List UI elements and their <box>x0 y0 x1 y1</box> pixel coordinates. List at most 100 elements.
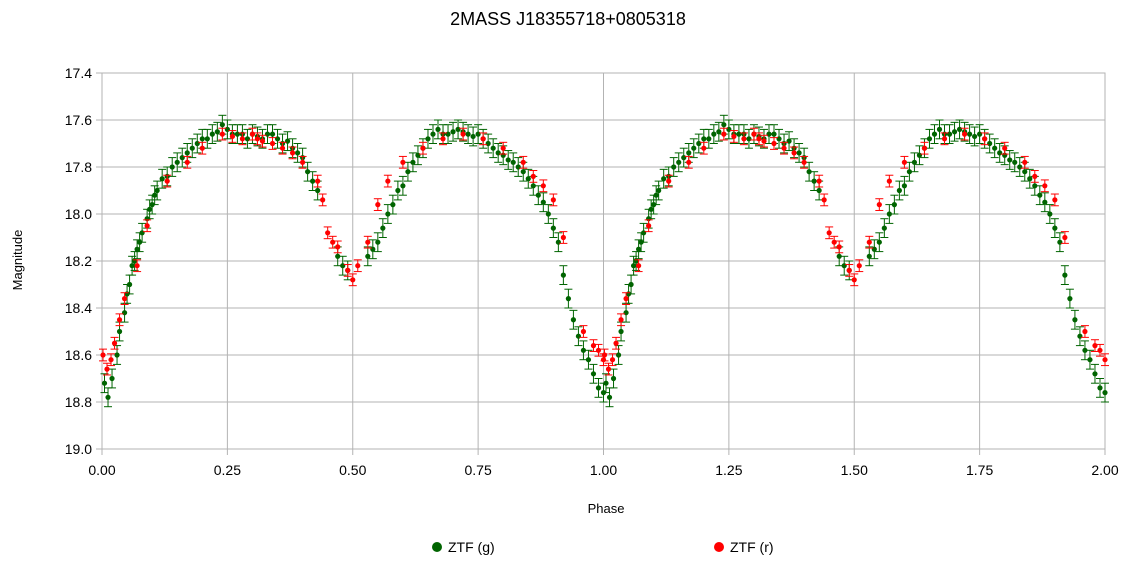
x-tick-label: 2.00 <box>1091 462 1118 478</box>
data-point <box>1032 173 1038 179</box>
data-point <box>1042 199 1048 205</box>
data-point <box>440 136 446 142</box>
data-point <box>500 145 506 151</box>
data-point <box>530 183 536 189</box>
legend-marker <box>714 542 724 552</box>
y-tick-label: 18.6 <box>65 347 92 363</box>
data-point <box>134 263 140 269</box>
data-point <box>530 173 536 179</box>
x-axis-ticks: 0.00 0.25 0.50 0.75 1.00 1.25 1.50 1.75 2.00 <box>88 449 1119 478</box>
data-point <box>1037 192 1043 198</box>
data-point <box>641 230 647 236</box>
data-point <box>646 223 652 229</box>
data-point <box>901 183 908 189</box>
data-point <box>224 126 230 132</box>
data-point <box>1092 371 1098 377</box>
data-point <box>736 131 742 137</box>
data-point <box>445 131 451 137</box>
data-point <box>826 230 832 236</box>
series-ztf-r <box>99 127 1109 376</box>
data-point <box>696 140 702 147</box>
data-point <box>916 152 923 158</box>
data-point <box>249 131 256 137</box>
data-point <box>972 133 978 140</box>
data-point <box>982 136 988 142</box>
data-point <box>628 281 634 288</box>
data-point <box>931 131 938 137</box>
data-point <box>701 145 707 151</box>
data-point <box>575 333 582 339</box>
data-point <box>555 239 561 245</box>
data-point <box>121 310 128 316</box>
data-point <box>836 253 842 259</box>
data-point <box>741 136 747 142</box>
data-point <box>766 131 772 137</box>
data-point <box>101 380 108 386</box>
data-point <box>154 187 160 194</box>
data-point <box>731 133 737 140</box>
data-point <box>189 145 195 151</box>
data-point <box>781 145 787 151</box>
data-point <box>550 197 556 203</box>
data-point <box>204 136 210 142</box>
data-point <box>565 296 571 302</box>
data-point <box>796 150 802 156</box>
data-point <box>997 150 1003 156</box>
data-point <box>966 131 973 137</box>
data-point <box>580 347 587 353</box>
x-tick-label: 0.00 <box>88 462 115 478</box>
data-point <box>821 197 827 203</box>
data-point <box>891 202 897 208</box>
data-point <box>139 230 145 236</box>
data-point <box>801 159 807 165</box>
data-point <box>615 352 622 358</box>
data-point <box>259 138 266 144</box>
data-point <box>490 145 496 151</box>
data-point <box>901 159 908 165</box>
data-point <box>126 281 133 288</box>
data-point <box>174 159 180 165</box>
data-point <box>595 347 602 353</box>
data-point <box>671 164 677 170</box>
data-point <box>269 131 276 137</box>
data-point <box>831 239 837 245</box>
data-point <box>606 394 613 400</box>
data-point <box>600 357 607 363</box>
data-point <box>365 239 371 245</box>
x-axis-label: Phase <box>588 501 625 516</box>
data-point <box>179 155 185 161</box>
data-point <box>121 296 128 302</box>
data-point <box>756 136 762 142</box>
data-point <box>613 340 619 346</box>
data-point <box>1022 159 1028 165</box>
data-point <box>350 277 356 283</box>
data-point <box>961 131 968 137</box>
data-point <box>480 136 486 142</box>
data-point <box>134 246 140 252</box>
data-point <box>896 187 902 194</box>
data-point <box>410 159 416 165</box>
data-point <box>505 157 511 163</box>
data-point <box>1072 317 1078 323</box>
data-point <box>811 178 817 184</box>
data-point <box>866 239 872 245</box>
data-point <box>661 176 667 182</box>
data-point <box>791 150 797 156</box>
data-point <box>992 145 998 151</box>
data-point <box>846 267 852 273</box>
data-point <box>1062 272 1068 278</box>
data-series <box>99 114 1109 408</box>
data-point <box>199 145 205 151</box>
data-point <box>515 164 521 170</box>
data-point <box>595 385 602 391</box>
data-point <box>871 246 877 252</box>
data-point <box>1057 239 1063 245</box>
data-point <box>105 394 111 400</box>
data-point <box>1052 225 1058 231</box>
data-point <box>535 192 541 198</box>
data-point <box>420 145 426 151</box>
data-point <box>987 140 993 147</box>
data-point <box>906 169 913 175</box>
data-point <box>876 239 882 245</box>
data-point <box>219 122 225 128</box>
